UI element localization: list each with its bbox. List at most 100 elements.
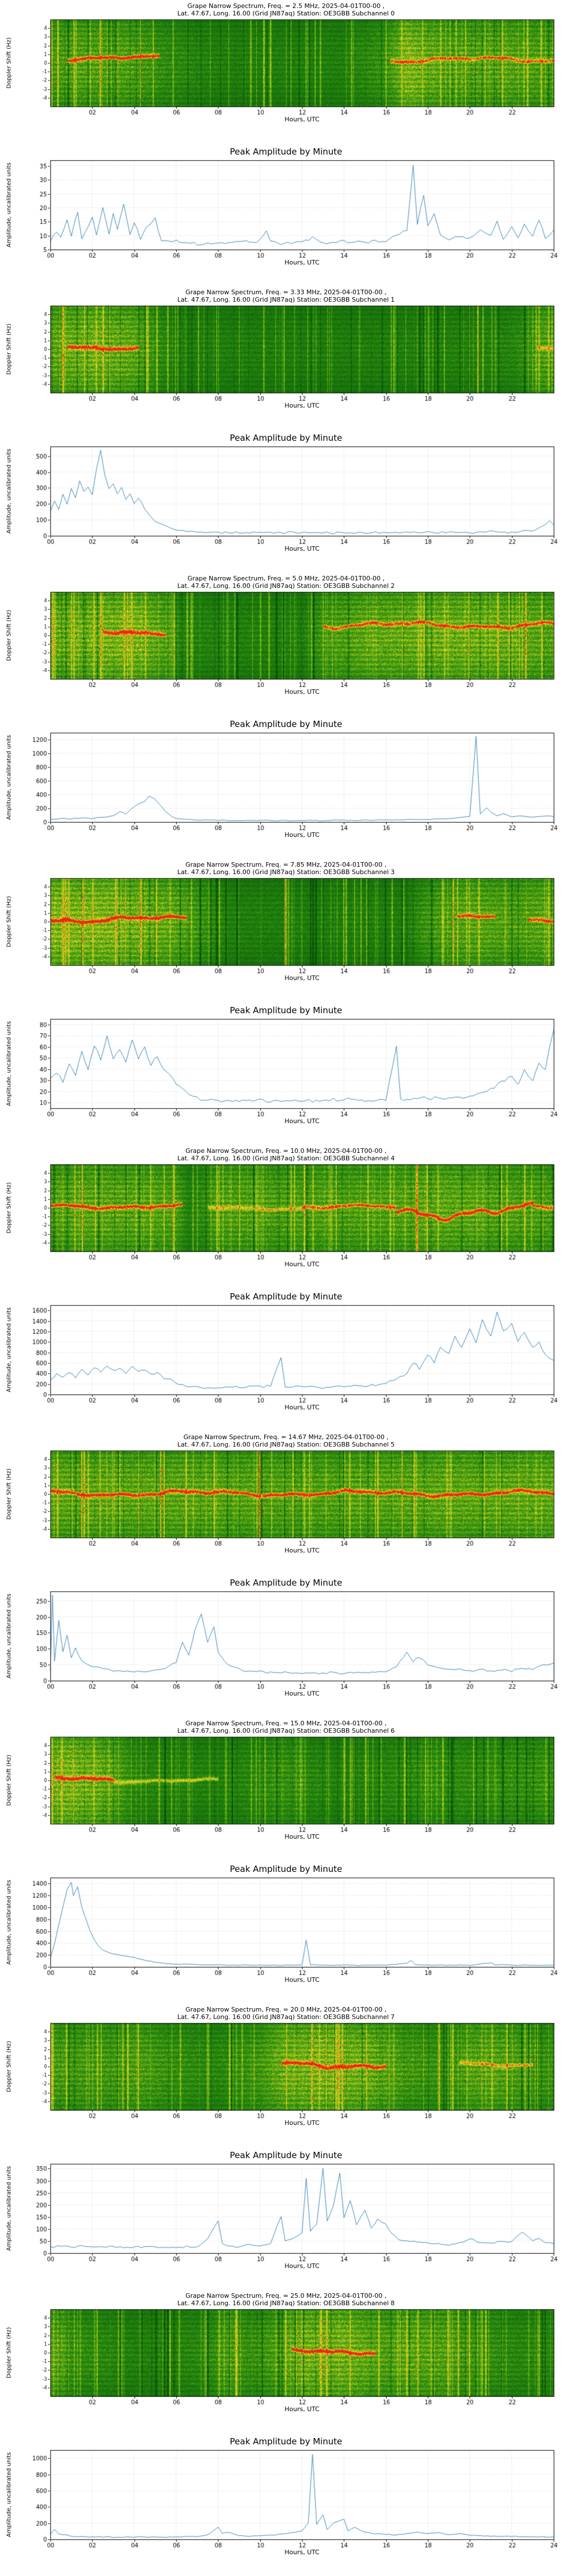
amplitude-figure-5: Peak Amplitude by Minute Amplitude, unca… (0, 1574, 572, 1717)
amplitude-line-canvas (0, 2147, 572, 2290)
chart-subtitle: Lat. 47.67, Long. 16.00 (Grid JN87aq) St… (177, 2300, 395, 2307)
spectrogram-figure-6: Grape Narrow Spectrum, Freq. = 15.0 MHz,… (0, 1717, 572, 1860)
x-axis-label: Hours, UTC (284, 1117, 320, 1125)
x-axis-label: Hours, UTC (284, 2262, 320, 2270)
spectrogram-figure-7: Grape Narrow Spectrum, Freq. = 20.0 MHz,… (0, 2004, 572, 2147)
chart-subtitle: Lat. 47.67, Long. 16.00 (Grid JN87aq) St… (177, 1441, 395, 1448)
y-axis-label: Doppler Shift (Hz) (6, 610, 13, 661)
chart-subtitle: Lat. 47.67, Long. 16.00 (Grid JN87aq) St… (177, 296, 395, 303)
spectrogram-figure-2: Grape Narrow Spectrum, Freq. = 5.0 MHz, … (0, 572, 572, 716)
spectrogram-figure-1: Grape Narrow Spectrum, Freq. = 3.33 MHz,… (0, 286, 572, 429)
y-axis-label: Amplitude, uncalibrated units (6, 1593, 13, 1679)
x-axis-label: Hours, UTC (284, 1261, 320, 1268)
chart-title: Peak Amplitude by Minute (229, 1578, 343, 1588)
chart-title: Peak Amplitude by Minute (229, 1291, 343, 1302)
chart-title: Grape Narrow Spectrum, Freq. = 7.85 MHz,… (185, 861, 387, 868)
x-axis-label: Hours, UTC (284, 1690, 320, 1697)
y-axis-label: Doppler Shift (Hz) (6, 1182, 13, 1234)
amplitude-figure-3: Peak Amplitude by Minute Amplitude, unca… (0, 1002, 572, 1145)
chart-title: Peak Amplitude by Minute (229, 1864, 343, 1874)
x-axis-label: Hours, UTC (284, 1833, 320, 1840)
x-axis-label: Hours, UTC (284, 974, 320, 982)
amplitude-figure-4: Peak Amplitude by Minute Amplitude, unca… (0, 1288, 572, 1431)
amplitude-line-canvas (0, 1574, 572, 1717)
amplitude-line-canvas (0, 1288, 572, 1431)
spectrogram-figure-4: Grape Narrow Spectrum, Freq. = 10.0 MHz,… (0, 1145, 572, 1288)
chart-title: Peak Amplitude by Minute (229, 1005, 343, 1016)
spectrogram-canvas (0, 572, 572, 716)
chart-title: Peak Amplitude by Minute (229, 433, 343, 443)
spectrogram-canvas (0, 286, 572, 429)
spectrogram-canvas (0, 2290, 572, 2433)
chart-subtitle: Lat. 47.67, Long. 16.00 (Grid JN87aq) St… (177, 1155, 395, 1162)
spectrogram-canvas (0, 1145, 572, 1288)
amplitude-line-canvas (0, 429, 572, 572)
amplitude-figure-6: Peak Amplitude by Minute Amplitude, unca… (0, 1860, 572, 2004)
chart-title: Grape Narrow Spectrum, Freq. = 5.0 MHz, … (187, 575, 385, 582)
chart-title: Grape Narrow Spectrum, Freq. = 2.5 MHz, … (187, 2, 385, 10)
y-axis-label: Amplitude, uncalibrated units (6, 162, 13, 248)
chart-title: Grape Narrow Spectrum, Freq. = 3.33 MHz,… (185, 289, 387, 296)
y-axis-label: Amplitude, uncalibrated units (6, 1879, 13, 1965)
y-axis-label: Doppler Shift (Hz) (6, 1468, 13, 1520)
y-axis-label: Amplitude, uncalibrated units (6, 2452, 13, 2538)
amplitude-figure-1: Peak Amplitude by Minute Amplitude, unca… (0, 429, 572, 572)
amplitude-line-canvas (0, 716, 572, 859)
chart-title: Grape Narrow Spectrum, Freq. = 10.0 MHz,… (185, 1147, 387, 1155)
amplitude-line-canvas (0, 2433, 572, 2576)
chart-title: Grape Narrow Spectrum, Freq. = 20.0 MHz,… (185, 2006, 387, 2013)
chart-subtitle: Lat. 47.67, Long. 16.00 (Grid JN87aq) St… (177, 582, 395, 590)
y-axis-label: Amplitude, uncalibrated units (6, 1307, 13, 1393)
amplitude-figure-2: Peak Amplitude by Minute Amplitude, unca… (0, 716, 572, 859)
x-axis-label: Hours, UTC (284, 831, 320, 839)
x-axis-label: Hours, UTC (284, 1404, 320, 1411)
x-axis-label: Hours, UTC (284, 259, 320, 266)
spectrogram-figure-3: Grape Narrow Spectrum, Freq. = 7.85 MHz,… (0, 859, 572, 1002)
chart-title: Grape Narrow Spectrum, Freq. = 14.67 MHz… (183, 1433, 389, 1441)
spectrogram-canvas (0, 1431, 572, 1574)
y-axis-label: Amplitude, uncalibrated units (6, 2166, 13, 2251)
spectrogram-figure-5: Grape Narrow Spectrum, Freq. = 14.67 MHz… (0, 1431, 572, 1574)
chart-subtitle: Lat. 47.67, Long. 16.00 (Grid JN87aq) St… (177, 1727, 395, 1735)
x-axis-label: Hours, UTC (284, 2119, 320, 2127)
spectrogram-canvas (0, 2004, 572, 2147)
y-axis-label: Doppler Shift (Hz) (6, 1755, 13, 1806)
amplitude-line-canvas (0, 1860, 572, 2004)
spectrogram-canvas (0, 859, 572, 1002)
x-axis-label: Hours, UTC (284, 116, 320, 123)
x-axis-label: Hours, UTC (284, 2549, 320, 2556)
x-axis-label: Hours, UTC (284, 688, 320, 696)
spectrogram-figure-0: Grape Narrow Spectrum, Freq. = 2.5 MHz, … (0, 0, 572, 143)
amplitude-figure-8: Peak Amplitude by Minute Amplitude, unca… (0, 2433, 572, 2576)
spectrogram-canvas (0, 1717, 572, 1860)
y-axis-label: Amplitude, uncalibrated units (6, 734, 13, 820)
chart-title: Grape Narrow Spectrum, Freq. = 15.0 MHz,… (185, 1720, 387, 1727)
amplitude-line-canvas (0, 143, 572, 286)
amplitude-figure-7: Peak Amplitude by Minute Amplitude, unca… (0, 2147, 572, 2290)
y-axis-label: Doppler Shift (Hz) (6, 323, 13, 375)
x-axis-label: Hours, UTC (284, 402, 320, 409)
y-axis-label: Doppler Shift (Hz) (6, 896, 13, 947)
y-axis-label: Amplitude, uncalibrated units (6, 1021, 13, 1107)
spectrogram-canvas (0, 0, 572, 143)
amplitude-figure-0: Peak Amplitude by Minute Amplitude, unca… (0, 143, 572, 286)
chart-title: Peak Amplitude by Minute (229, 2436, 343, 2447)
y-axis-label: Doppler Shift (Hz) (6, 2041, 13, 2092)
x-axis-label: Hours, UTC (284, 1547, 320, 1554)
chart-title: Peak Amplitude by Minute (229, 2150, 343, 2160)
chart-subtitle: Lat. 47.67, Long. 16.00 (Grid JN87aq) St… (177, 10, 395, 17)
y-axis-label: Doppler Shift (Hz) (6, 37, 13, 89)
chart-title: Peak Amplitude by Minute (229, 147, 343, 157)
x-axis-label: Hours, UTC (284, 545, 320, 552)
chart-title: Grape Narrow Spectrum, Freq. = 25.0 MHz,… (185, 2292, 387, 2300)
x-axis-label: Hours, UTC (284, 2405, 320, 2413)
amplitude-line-canvas (0, 1002, 572, 1145)
x-axis-label: Hours, UTC (284, 1976, 320, 1984)
chart-title: Peak Amplitude by Minute (229, 719, 343, 729)
chart-subtitle: Lat. 47.67, Long. 16.00 (Grid JN87aq) St… (177, 868, 395, 876)
y-axis-label: Amplitude, uncalibrated units (6, 448, 13, 534)
chart-subtitle: Lat. 47.67, Long. 16.00 (Grid JN87aq) St… (177, 2013, 395, 2021)
y-axis-label: Doppler Shift (Hz) (6, 2327, 13, 2379)
spectrogram-figure-8: Grape Narrow Spectrum, Freq. = 25.0 MHz,… (0, 2290, 572, 2433)
